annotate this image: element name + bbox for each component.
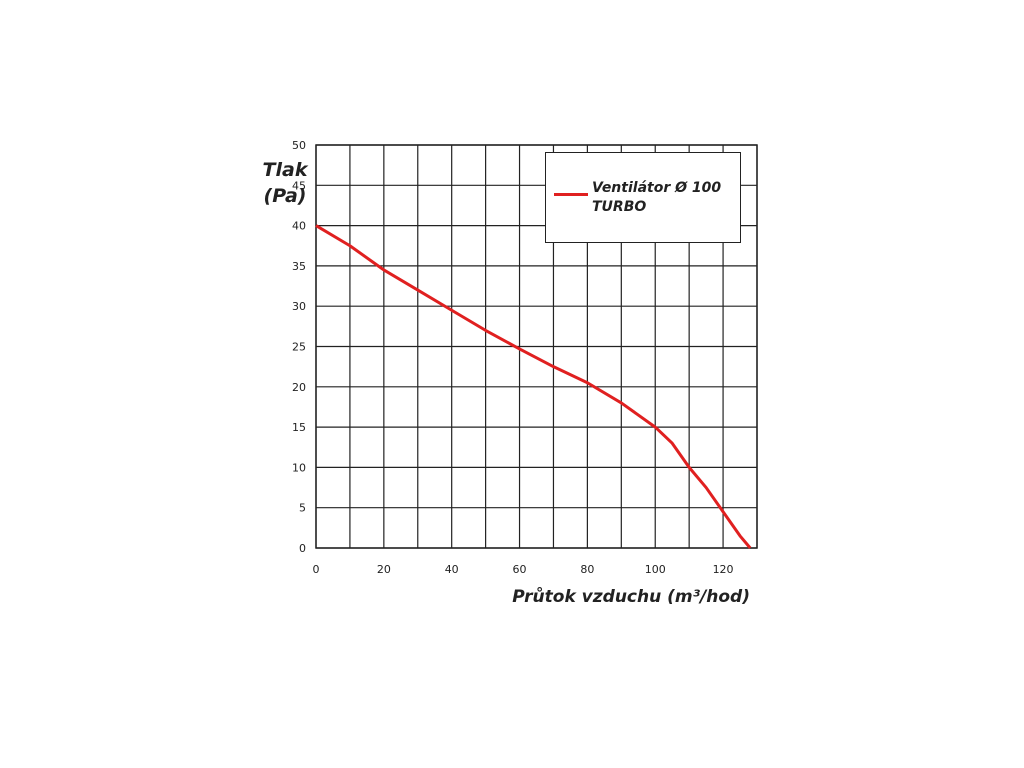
y-tick-label: 15 <box>292 421 306 434</box>
y-axis-label: Tlak <box>263 159 309 181</box>
y-tick-label: 0 <box>299 542 306 555</box>
y-tick-label: 45 <box>292 179 306 192</box>
y-tick-label: 50 <box>292 139 306 152</box>
y-tick-label: 25 <box>292 341 306 354</box>
y-tick-label: 20 <box>292 381 306 394</box>
x-tick-label: 20 <box>377 563 391 576</box>
x-tick-label: 80 <box>580 563 594 576</box>
legend-label: Ventilátor Ø 100 TURBO <box>592 180 722 215</box>
y-tick-label: 10 <box>292 461 306 474</box>
legend-swatch <box>554 193 588 196</box>
series-line <box>315 224 752 549</box>
y-tick-label: 5 <box>299 502 306 515</box>
plot-frame <box>315 144 758 549</box>
y-tick-label: 40 <box>292 220 306 233</box>
legend: Ventilátor Ø 100 TURBO <box>545 152 741 243</box>
y-axis-label: (Pa) <box>264 185 307 207</box>
x-tick-label: 40 <box>445 563 459 576</box>
y-tick-label: 30 <box>292 300 306 313</box>
x-tick-label: 100 <box>645 563 666 576</box>
x-tick-label: 120 <box>713 563 734 576</box>
y-tick-label: 35 <box>292 260 306 273</box>
x-tick-label: 60 <box>513 563 527 576</box>
x-tick-label: 0 <box>313 563 320 576</box>
x-axis-label: Průtok vzduchu (m³/hod) <box>512 586 750 607</box>
